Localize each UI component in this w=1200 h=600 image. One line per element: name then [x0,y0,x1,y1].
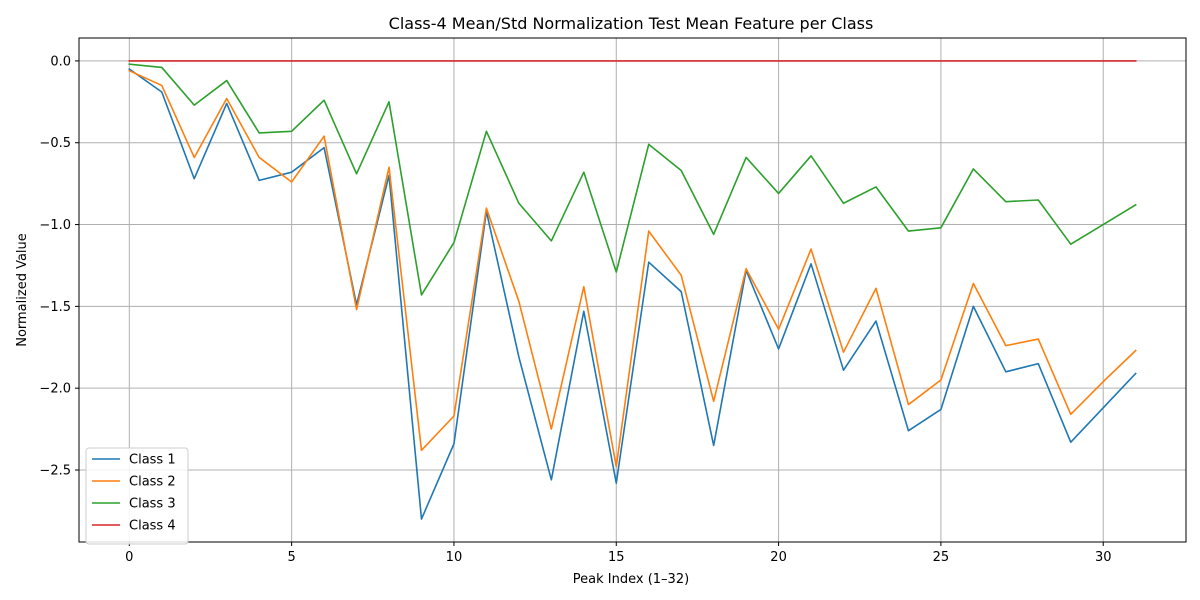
x-tick-label: 0 [125,550,133,565]
chart-title: Class-4 Mean/Std Normalization Test Mean… [389,14,874,33]
y-tick-label: −1.0 [39,218,71,233]
x-tick-label: 15 [608,550,625,565]
legend-label: Class 1 [129,453,176,468]
x-tick-label: 10 [446,550,463,565]
x-axis-label: Peak Index (1–32) [573,572,689,587]
y-tick-label: 0.0 [50,54,71,69]
series-line-class-3 [128,63,1137,296]
series-line-class-1 [128,67,1137,520]
axis-ticks: 0 5 10 15 20 25 30 0.0 −0.5 −1.0 −1.5 −2.0 −2.5 [39,54,1111,565]
legend-label: Class 3 [129,497,176,512]
y-tick-label: −2.5 [39,464,71,479]
legend: Class 1 Class 2 Class 3 Class 4 [85,447,189,545]
legend-label: Class 2 [129,475,176,490]
x-tick-label: 30 [1095,550,1112,565]
y-axis-label: Normalized Value [15,233,30,347]
x-tick-label: 20 [770,550,787,565]
y-tick-label: −2.0 [39,382,71,397]
series-line-class-2 [128,69,1137,468]
y-tick-label: −1.5 [39,300,71,315]
legend-label: Class 4 [129,519,176,534]
x-tick-label: 25 [933,550,950,565]
legend-box [85,447,189,545]
x-tick-label: 5 [287,550,295,565]
plot-frame [78,37,1187,543]
series-lines [128,60,1137,520]
y-tick-label: −0.5 [39,136,71,151]
